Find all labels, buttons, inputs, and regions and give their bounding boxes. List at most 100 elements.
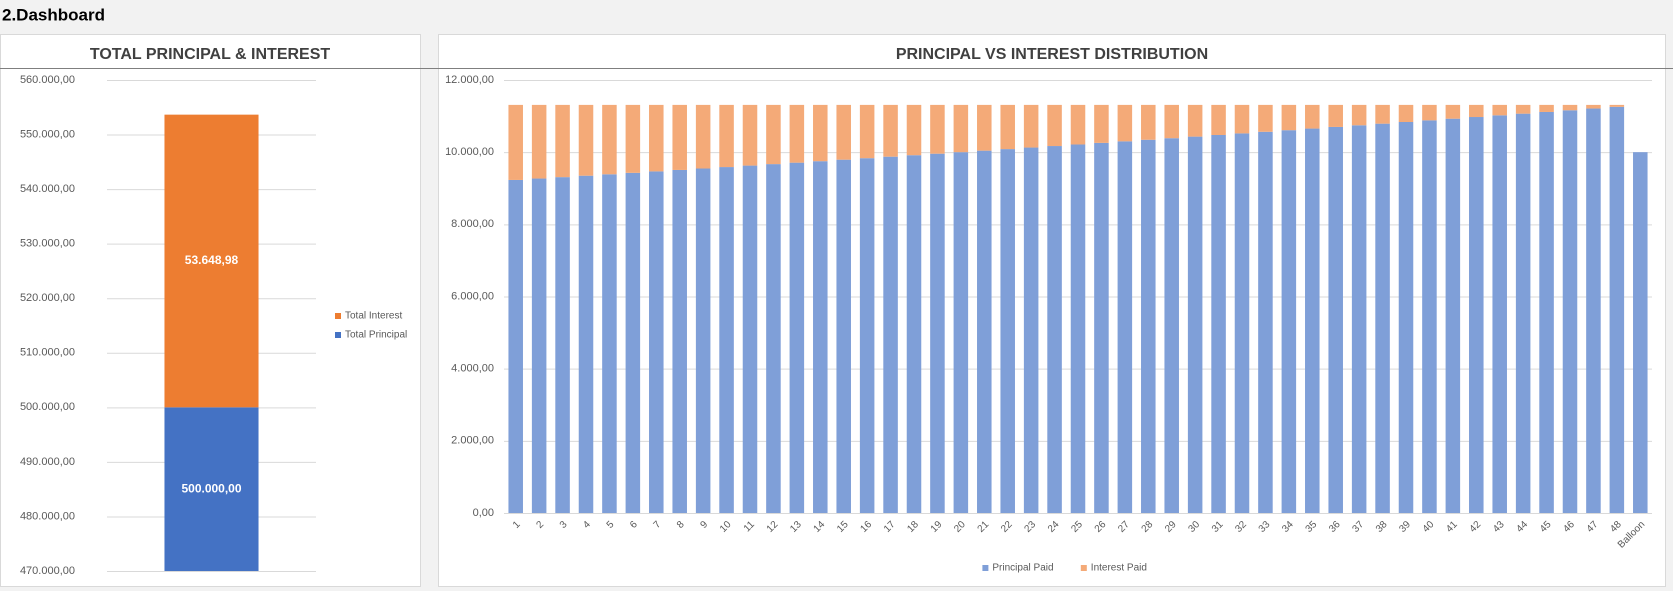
page-title: 2.Dashboard (2, 5, 105, 24)
y-tick-label: 12.000,00 (445, 74, 494, 86)
bar-segment (1187, 104, 1203, 137)
bar-segment (625, 172, 641, 514)
bar-segment (1305, 104, 1320, 129)
bar-segment (508, 104, 523, 180)
legend-label: Principal Paid (992, 563, 1053, 574)
bar-segment (1258, 104, 1273, 132)
bar-segment (1141, 139, 1156, 513)
bar-segment (1164, 138, 1179, 513)
bar-segment (1305, 128, 1320, 513)
y-tick-label: 550.000,00 (20, 128, 75, 140)
y-tick-label: 520.000,00 (20, 292, 75, 304)
y-tick-label: 500.000,00 (20, 401, 75, 413)
bar-segment (1070, 104, 1086, 145)
bar-segment (1515, 104, 1531, 114)
bar-segment (164, 407, 259, 571)
bar-segment (1094, 142, 1109, 513)
bar-segment (859, 158, 875, 514)
legend-swatch (335, 332, 341, 338)
bar-segment (555, 177, 570, 513)
y-tick-label: 8.000,00 (451, 218, 494, 230)
bar-segment (695, 168, 711, 513)
bar-segment (625, 104, 641, 173)
bar-segment (1328, 126, 1343, 513)
bar-segment (1586, 108, 1601, 513)
bar-segment (649, 104, 664, 172)
bar-segment (1234, 133, 1250, 514)
bar-segment (695, 104, 711, 169)
y-tick-label: 10.000,00 (445, 146, 494, 158)
bar-segment (1422, 120, 1437, 514)
bar-segment (1187, 136, 1203, 513)
bar-segment (1117, 104, 1133, 142)
chart-title: PRINCIPAL VS INTEREST DISTRIBUTION (896, 46, 1208, 63)
legend-swatch (335, 313, 341, 319)
bar-segment (649, 171, 664, 513)
legend-label: Interest Paid (1091, 563, 1147, 574)
bar-segment (883, 156, 898, 514)
bar-segment (1445, 104, 1461, 119)
bar-segment (977, 104, 992, 151)
bar-segment (1047, 146, 1062, 513)
bar-segment (1000, 149, 1015, 513)
bar-segment (1328, 104, 1343, 127)
y-tick-label: 0,00 (473, 507, 494, 519)
y-tick-label: 510.000,00 (20, 347, 75, 359)
bar-segment (742, 104, 758, 166)
bar-segment (1469, 117, 1484, 514)
bar-segment (859, 104, 875, 159)
bar-segment (1258, 131, 1273, 513)
bar-segment (742, 165, 758, 513)
bar-segment (1539, 111, 1554, 513)
bar-segment (953, 104, 969, 153)
bar-segment (1000, 104, 1015, 150)
bar-segment (977, 150, 992, 513)
bar-segment (1070, 144, 1086, 514)
bar-segment (1211, 104, 1226, 135)
bar-segment (1281, 104, 1297, 131)
y-tick-label: 6.000,00 (451, 290, 494, 302)
bar-segment (1562, 110, 1578, 513)
bar-segment (789, 104, 805, 163)
bar-segment (672, 104, 687, 170)
data-label: 53.648,98 (185, 253, 239, 267)
y-tick-label: 470.000,00 (20, 565, 75, 577)
bar-segment (531, 104, 547, 179)
bar-segment (672, 169, 687, 513)
y-tick-label: 490.000,00 (20, 456, 75, 468)
bar-segment (578, 175, 594, 513)
y-tick-label: 540.000,00 (20, 183, 75, 195)
y-tick-label: 2.000,00 (451, 435, 494, 447)
bar-segment (1469, 104, 1484, 118)
bar-segment (906, 104, 922, 156)
bar-segment (1351, 104, 1367, 126)
bar-segment (1445, 118, 1461, 513)
bar-segment (1633, 152, 1648, 513)
bar-segment (719, 167, 734, 513)
bar-segment (836, 104, 851, 160)
bar-segment (1492, 115, 1507, 513)
bar-segment (1351, 125, 1367, 514)
bar-segment (602, 174, 617, 513)
bar-segment (508, 179, 523, 513)
bar-segment (1141, 104, 1156, 140)
bar-segment (164, 114, 259, 408)
bar-segment (719, 104, 734, 168)
bar-segment (1164, 104, 1179, 139)
bar-segment (1234, 104, 1250, 134)
bar-segment (1609, 104, 1625, 107)
data-label: 500.000,00 (181, 481, 241, 495)
bar-segment (836, 159, 851, 513)
bar-segment (906, 155, 922, 513)
chart-title: TOTAL PRINCIPAL & INTEREST (90, 46, 331, 63)
bar-segment (555, 104, 570, 178)
bar-segment (1047, 104, 1062, 147)
bar-segment (531, 178, 547, 513)
bar-segment (1586, 104, 1601, 109)
legend-swatch (1080, 565, 1087, 571)
bar-segment (1094, 104, 1109, 143)
bar-segment (1375, 104, 1390, 124)
bar-segment (1375, 123, 1390, 514)
